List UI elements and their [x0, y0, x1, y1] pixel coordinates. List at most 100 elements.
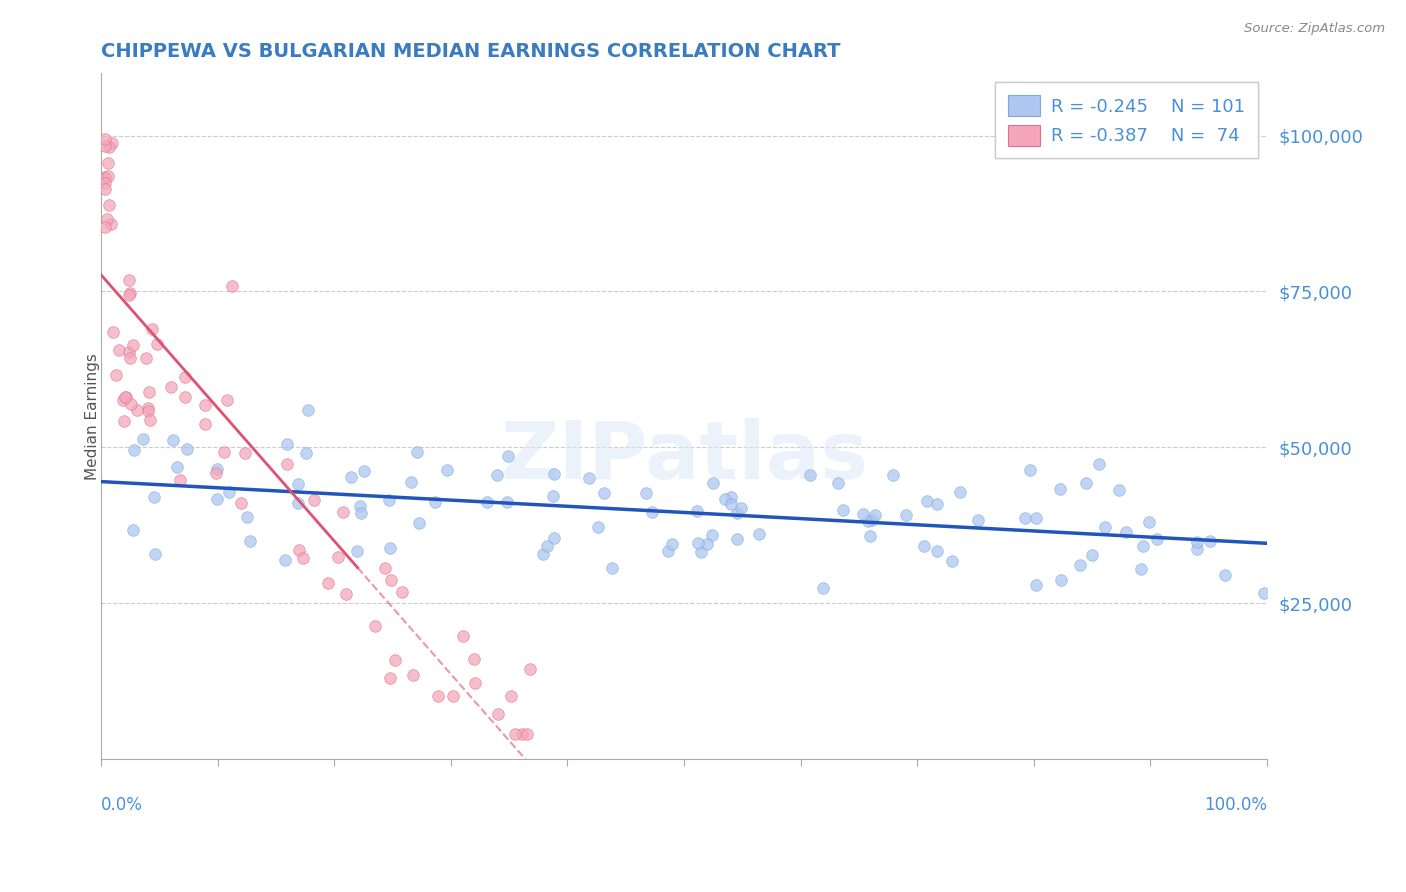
- Point: [1025, 511, 1047, 525]
- Point: [114, 390, 136, 404]
- Point: [720, 497, 742, 511]
- Point: [346, 544, 368, 558]
- Point: [328, 549, 350, 564]
- Point: [852, 508, 875, 522]
- Point: [98, 140, 121, 154]
- Point: [714, 492, 737, 507]
- Point: [169, 473, 191, 487]
- Point: [436, 463, 458, 477]
- Point: [112, 414, 135, 428]
- Point: [141, 321, 163, 335]
- Point: [402, 668, 425, 682]
- Point: [543, 467, 565, 481]
- Point: [1019, 463, 1042, 477]
- Legend: R = -0.245    N = 101, R = -0.387    N =  74: R = -0.245 N = 101, R = -0.387 N = 74: [995, 82, 1258, 159]
- Point: [350, 506, 373, 520]
- Point: [160, 379, 183, 393]
- Point: [205, 466, 228, 480]
- Point: [274, 553, 297, 567]
- Point: [730, 501, 752, 516]
- Point: [378, 541, 401, 556]
- Text: ZIPatlas: ZIPatlas: [501, 418, 868, 496]
- Point: [799, 467, 821, 482]
- Point: [408, 516, 430, 530]
- Point: [1074, 475, 1097, 490]
- Point: [510, 727, 533, 741]
- Point: [811, 581, 834, 595]
- Point: [486, 707, 509, 722]
- Point: [496, 495, 519, 509]
- Point: [406, 444, 429, 458]
- Point: [138, 384, 160, 399]
- Point: [93, 171, 115, 186]
- Point: [288, 543, 311, 558]
- Point: [117, 273, 139, 287]
- Point: [205, 492, 228, 507]
- Point: [93, 169, 115, 184]
- Point: [1185, 541, 1208, 556]
- Point: [1069, 558, 1091, 573]
- Point: [391, 585, 413, 599]
- Point: [702, 475, 724, 490]
- Point: [215, 392, 238, 407]
- Point: [463, 652, 485, 666]
- Point: [194, 417, 217, 432]
- Point: [941, 554, 963, 568]
- Point: [586, 520, 609, 534]
- Point: [229, 495, 252, 509]
- Point: [949, 485, 972, 500]
- Point: [127, 402, 149, 417]
- Point: [132, 433, 155, 447]
- Point: [441, 690, 464, 704]
- Point: [426, 690, 449, 704]
- Point: [121, 397, 143, 411]
- Point: [93, 176, 115, 190]
- Point: [98, 198, 121, 212]
- Point: [349, 499, 371, 513]
- Point: [475, 494, 498, 508]
- Point: [661, 537, 683, 551]
- Point: [174, 369, 197, 384]
- Point: [832, 503, 855, 517]
- Point: [233, 446, 256, 460]
- Point: [100, 217, 122, 231]
- Point: [451, 629, 474, 643]
- Point: [374, 561, 396, 575]
- Point: [1049, 482, 1071, 496]
- Point: [146, 337, 169, 351]
- Point: [93, 132, 115, 146]
- Point: [108, 343, 131, 358]
- Point: [118, 351, 141, 365]
- Point: [1080, 548, 1102, 562]
- Point: [578, 471, 600, 485]
- Point: [221, 279, 243, 293]
- Point: [142, 490, 165, 504]
- Point: [882, 467, 904, 482]
- Point: [399, 475, 422, 489]
- Point: [377, 493, 399, 508]
- Point: [380, 573, 402, 587]
- Point: [139, 413, 162, 427]
- Point: [214, 445, 236, 459]
- Point: [1146, 532, 1168, 546]
- Point: [100, 136, 122, 151]
- Point: [1115, 524, 1137, 539]
- Point: [641, 505, 664, 519]
- Point: [927, 497, 949, 511]
- Point: [464, 675, 486, 690]
- Point: [276, 458, 298, 472]
- Point: [135, 351, 157, 366]
- Point: [194, 398, 217, 412]
- Point: [503, 727, 526, 741]
- Point: [856, 515, 879, 529]
- Point: [93, 220, 115, 235]
- Point: [536, 539, 558, 553]
- Point: [287, 477, 309, 491]
- Point: [297, 403, 319, 417]
- Point: [384, 653, 406, 667]
- Point: [516, 727, 538, 741]
- Point: [1132, 540, 1154, 554]
- Point: [122, 338, 145, 352]
- Point: [894, 508, 917, 522]
- Point: [748, 527, 770, 541]
